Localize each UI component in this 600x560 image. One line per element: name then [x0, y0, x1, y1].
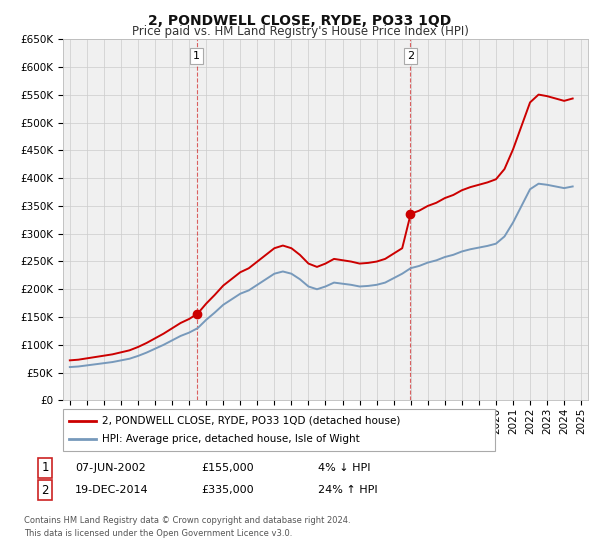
Text: Contains HM Land Registry data © Crown copyright and database right 2024.: Contains HM Land Registry data © Crown c… — [24, 516, 350, 525]
Text: This data is licensed under the Open Government Licence v3.0.: This data is licensed under the Open Gov… — [24, 529, 292, 538]
Text: £335,000: £335,000 — [201, 485, 254, 495]
Text: 2, PONDWELL CLOSE, RYDE, PO33 1QD (detached house): 2, PONDWELL CLOSE, RYDE, PO33 1QD (detac… — [102, 416, 400, 426]
Text: 1: 1 — [193, 51, 200, 61]
Text: £155,000: £155,000 — [201, 463, 254, 473]
Text: 24% ↑ HPI: 24% ↑ HPI — [318, 485, 377, 495]
Text: 4% ↓ HPI: 4% ↓ HPI — [318, 463, 371, 473]
Text: 19-DEC-2014: 19-DEC-2014 — [75, 485, 149, 495]
Text: Price paid vs. HM Land Registry's House Price Index (HPI): Price paid vs. HM Land Registry's House … — [131, 25, 469, 38]
Text: HPI: Average price, detached house, Isle of Wight: HPI: Average price, detached house, Isle… — [102, 434, 360, 444]
Text: 2: 2 — [407, 51, 414, 61]
Text: 07-JUN-2002: 07-JUN-2002 — [75, 463, 146, 473]
Text: 2, PONDWELL CLOSE, RYDE, PO33 1QD: 2, PONDWELL CLOSE, RYDE, PO33 1QD — [148, 14, 452, 28]
Text: 2: 2 — [41, 483, 49, 497]
Text: 1: 1 — [41, 461, 49, 474]
